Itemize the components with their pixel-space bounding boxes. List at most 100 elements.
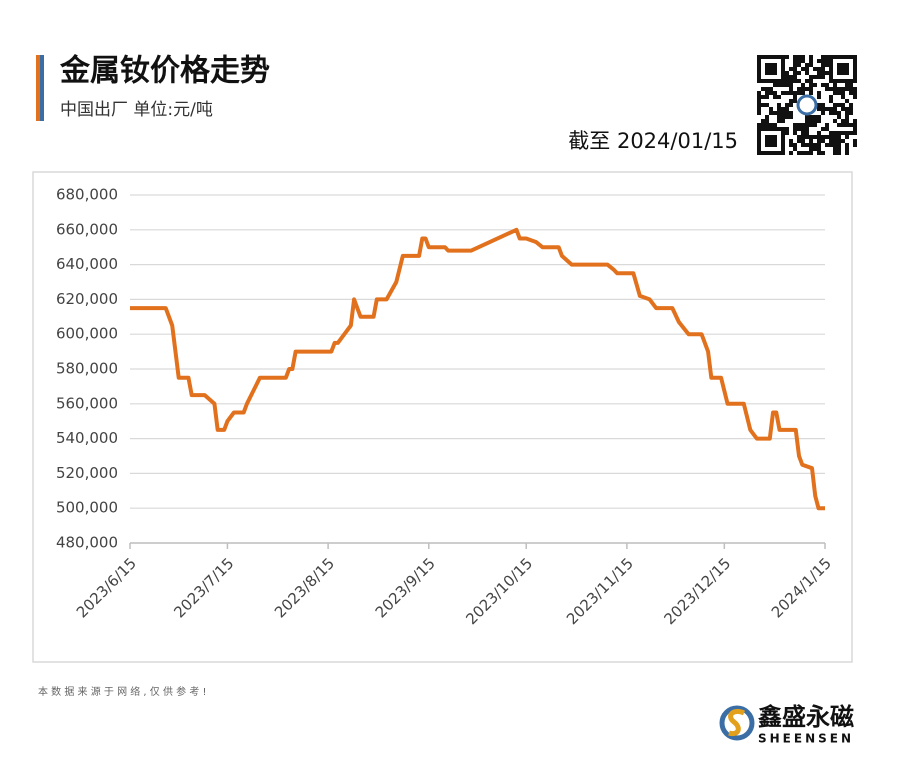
qr-cell: [821, 75, 825, 79]
qr-cell: [837, 87, 841, 91]
qr-cell: [833, 139, 837, 143]
qr-cell: [845, 143, 849, 147]
qr-cell: [797, 123, 801, 127]
brand-en: SHEENSEN: [758, 732, 854, 746]
qr-cell: [801, 91, 805, 95]
qr-cell: [829, 107, 833, 111]
qr-cell: [761, 95, 765, 99]
qr-cell: [777, 107, 781, 111]
qr-cell: [785, 75, 789, 79]
qr-cell: [789, 115, 793, 119]
qr-cell: [817, 151, 821, 155]
qr-cell: [829, 135, 833, 139]
qr-cell: [813, 75, 817, 79]
qr-cell: [833, 83, 837, 87]
chart-title: 金属钕价格走势: [59, 54, 270, 89]
qr-cell: [773, 83, 777, 87]
qr-cell: [833, 135, 837, 139]
qr-cell: [781, 107, 785, 111]
qr-cell: [805, 79, 809, 83]
qr-cell: [773, 123, 777, 127]
y-tick-label: 620,000: [56, 290, 118, 308]
qr-cell: [821, 71, 825, 75]
qr-cell: [825, 83, 829, 87]
qr-cell: [821, 111, 825, 115]
qr-cell: [809, 115, 813, 119]
qr-cell: [761, 119, 765, 123]
qr-cell: [837, 123, 841, 127]
qr-cell: [801, 83, 805, 87]
x-tick-label: 2024/1/15: [768, 554, 835, 621]
y-tick-label: 480,000: [56, 534, 118, 552]
qr-cell: [805, 135, 809, 139]
qr-cell: [797, 127, 801, 131]
qr-cell: [849, 87, 853, 91]
qr-cell: [853, 127, 857, 131]
qr-cell: [789, 103, 793, 107]
qr-cell: [773, 111, 777, 115]
qr-cell: [769, 107, 773, 111]
qr-cell: [805, 87, 809, 91]
logo-s: [728, 708, 746, 737]
qr-cell: [809, 63, 813, 67]
qr-cell: [777, 83, 781, 87]
x-tick-label: 2023/8/15: [271, 554, 338, 621]
qr-cell: [805, 115, 809, 119]
qr-cell: [833, 103, 837, 107]
qr-cell: [757, 123, 761, 127]
qr-cell: [813, 115, 817, 119]
qr-cell: [821, 139, 825, 143]
qr-cell: [757, 111, 761, 115]
qr-cell: [773, 91, 777, 95]
qr-cell: [761, 123, 765, 127]
qr-cell: [793, 99, 797, 103]
qr-cell: [833, 151, 837, 155]
qr-cell: [797, 135, 801, 139]
qr-cell: [797, 151, 801, 155]
qr-cell: [757, 99, 761, 103]
qr-cell: [817, 67, 821, 71]
qr-cell: [809, 91, 813, 95]
qr-cell: [801, 135, 805, 139]
qr-cell: [813, 83, 817, 87]
qr-cell: [845, 115, 849, 119]
x-tick-label: 2023/12/15: [660, 554, 734, 628]
qr-cell: [849, 131, 853, 135]
qr-cell: [785, 71, 789, 75]
qr-cell: [789, 67, 793, 71]
qr-cell: [777, 103, 781, 107]
qr-cell: [829, 87, 833, 91]
qr-cell: [841, 131, 845, 135]
qr-cell: [825, 107, 829, 111]
qr-cell: [809, 87, 813, 91]
qr-cell: [817, 59, 821, 63]
qr-cell: [825, 63, 829, 67]
qr-cell: [821, 107, 825, 111]
qr-cell: [789, 83, 793, 87]
qr-cell: [833, 119, 837, 123]
y-tick-label: 580,000: [56, 360, 118, 378]
qr-cell: [833, 107, 837, 111]
qr-cell: [821, 151, 825, 155]
qr-cell: [769, 111, 773, 115]
qr-cell: [833, 111, 837, 115]
qr-cell: [773, 95, 777, 99]
qr-cell: [801, 59, 805, 63]
y-tick-label: 600,000: [56, 325, 118, 343]
qr-cell: [765, 95, 769, 99]
qr-cell: [825, 135, 829, 139]
qr-cell: [809, 123, 813, 127]
qr-cell: [821, 103, 825, 107]
qr-cell: [849, 123, 853, 127]
qr-logo: [796, 94, 818, 116]
qr-cell: [785, 111, 789, 115]
qr-cell: [837, 103, 841, 107]
qr-cell: [825, 87, 829, 91]
qr-cell: [789, 75, 793, 79]
qr-cell: [813, 119, 817, 123]
x-tick-label: 2023/10/15: [462, 554, 536, 628]
qr-cell: [825, 71, 829, 75]
qr-cell: [797, 139, 801, 143]
